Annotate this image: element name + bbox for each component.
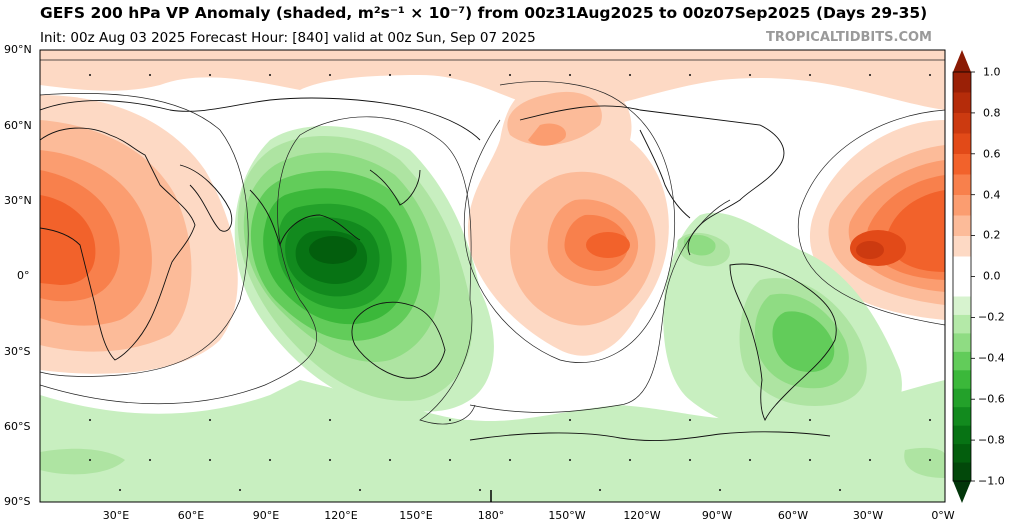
lon-label: 0°W (931, 509, 955, 522)
colorbar-tick-label: −0.2 (978, 310, 1005, 324)
map-frame (39, 49, 946, 503)
lon-label: 180° (477, 509, 505, 522)
lat-label: 60°S (4, 420, 31, 433)
lon-label: 120°W (623, 509, 661, 522)
colorbar-swatch (953, 333, 971, 353)
lat-label: 30°S (4, 345, 31, 358)
colorbar-tick-label: −0.8 (978, 433, 1005, 447)
divergent-wind-arrows (89, 74, 931, 491)
africa-positive-center (40, 95, 238, 374)
atlantic-positive-center (809, 120, 945, 320)
colorbar-tick-label: 0.0 (983, 269, 1001, 283)
colorbar-swatch (953, 154, 971, 175)
colorbar-swatch (953, 92, 971, 114)
colorbar-swatch (953, 407, 971, 427)
colorbar-swatch (953, 351, 971, 371)
lon-label: 60°W (777, 509, 809, 522)
colorbar-swatch (953, 444, 971, 464)
lat-label: 0° (17, 269, 30, 282)
colorbar-swatch (953, 462, 971, 482)
colorbar-swatch (953, 113, 971, 134)
colorbar-swatch (953, 425, 971, 445)
colorbar-swatch (953, 256, 971, 297)
lon-label: 150°W (548, 509, 586, 522)
lon-label: 90°E (252, 509, 280, 522)
indopacific-negative-center (234, 126, 494, 412)
colorbar-min-extension (953, 481, 971, 503)
lat-label: 60°N (4, 119, 32, 132)
colorbar-tick-label: 1.0 (983, 65, 1001, 79)
lon-label: 30°E (102, 509, 130, 522)
colorbar-tick-label: 0.6 (983, 147, 1001, 161)
colorbar-max-extension (953, 50, 971, 72)
colorbar-swatch (953, 133, 971, 155)
colorbar (952, 50, 975, 503)
map-title: GEFS 200 hPa VP Anomaly (shaded, m²s⁻¹ ×… (40, 4, 928, 22)
colorbar-swatch (953, 314, 971, 334)
colorbar-swatch (953, 174, 971, 196)
anomaly-positive-band (40, 50, 945, 110)
pacific-positive-center (467, 80, 669, 356)
colorbar-swatch (953, 370, 971, 390)
lon-label: 30°W (852, 509, 884, 522)
southamerica-negative-center (663, 212, 902, 440)
colorbar-tick-label: 0.4 (983, 188, 1001, 202)
lon-label: 150°E (399, 509, 433, 522)
coastlines (40, 97, 837, 441)
colorbar-tick-label: −0.4 (978, 351, 1005, 365)
colorbar-swatch (953, 388, 971, 408)
lat-label: 90°N (4, 43, 32, 56)
lat-label: 90°S (4, 495, 31, 508)
lat-label: 30°N (4, 194, 32, 207)
colorbar-tick-label: −1.0 (978, 474, 1005, 488)
colorbar-tick-label: 0.8 (983, 106, 1001, 120)
lon-label: 60°E (177, 509, 205, 522)
colorbar-swatch (953, 72, 971, 93)
lon-label: 90°W (701, 509, 733, 522)
colorbar-tick-label: −0.6 (978, 392, 1005, 406)
colorbar-tick-label: 0.2 (983, 228, 1001, 242)
credit-watermark: TROPICALTIDBITS.COM (766, 30, 932, 45)
colorbar-swatch (953, 215, 971, 237)
map-subtitle: Init: 00z Aug 03 2025 Forecast Hour: [84… (40, 30, 536, 46)
map-plot-area (40, 50, 945, 502)
colorbar-swatch (953, 296, 971, 316)
colorbar-swatch (953, 195, 971, 216)
lon-label: 120°E (324, 509, 358, 522)
colorbar-swatch (953, 236, 971, 257)
